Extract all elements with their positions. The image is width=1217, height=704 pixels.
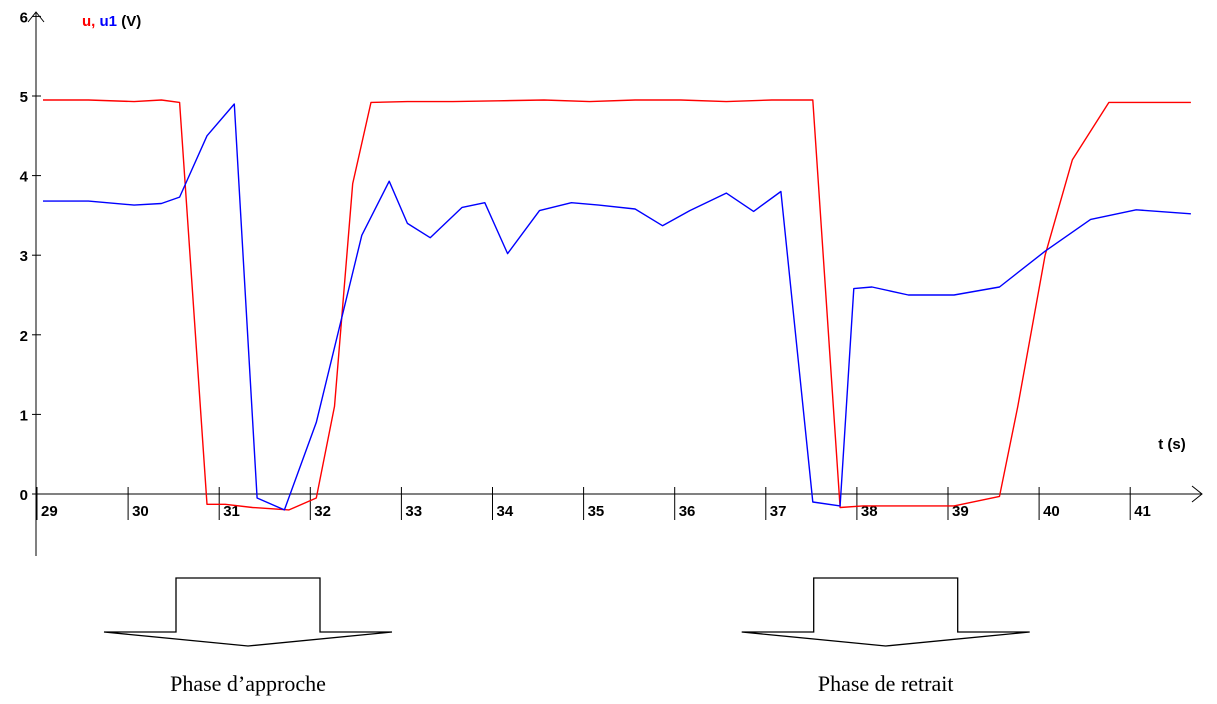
x-tick-label: 38: [861, 503, 878, 520]
series-line-u1: [43, 103, 1191, 511]
x-axis-label: t (s): [1158, 436, 1186, 453]
x-tick-label: 40: [1043, 503, 1060, 520]
x-tick-label: 35: [588, 503, 605, 520]
x-tick-label: 30: [132, 503, 149, 520]
y-tick-label: 1: [20, 407, 28, 424]
x-axis-arrow: [1191, 485, 1203, 503]
x-tick-label: 41: [1134, 503, 1151, 520]
x-tick-label: 33: [405, 503, 422, 520]
chart-ticks: [32, 15, 1131, 520]
y-tick-label: 0: [20, 487, 28, 504]
chart-axes: [27, 11, 1203, 556]
y-axis-label-part: ,: [91, 13, 99, 30]
y-axis-label-part: u1: [100, 13, 118, 30]
y-tick-label: 2: [20, 328, 28, 345]
y-axis-label-part: u: [82, 13, 91, 30]
series-line-u: [43, 99, 1191, 511]
phase-annotations: Phase d’approche Phase de retrait: [103, 577, 1030, 696]
x-tick-label: 39: [952, 503, 969, 520]
y-axis-label-part: (V): [117, 13, 141, 30]
y-tick-label: 4: [20, 169, 29, 186]
x-tick-label: 29: [41, 503, 58, 520]
y-tick-label: 6: [20, 9, 28, 26]
x-tick-label: 36: [679, 503, 696, 520]
phase-label: Phase d’approche: [170, 671, 326, 696]
x-tick-label: 31: [223, 503, 240, 520]
chart-series: [43, 99, 1191, 511]
x-tick-label: 37: [770, 503, 787, 520]
y-tick-label: 5: [20, 89, 28, 106]
y-axis-arrow: [27, 11, 45, 23]
phase-arrow: [741, 577, 1030, 647]
y-tick-label: 3: [20, 248, 28, 265]
x-tick-label: 32: [314, 503, 331, 520]
y-axis-label: u, u1 (V): [82, 13, 141, 30]
phase-arrow: [103, 577, 393, 647]
phase-label: Phase de retrait: [818, 671, 954, 696]
x-tick-label: 34: [497, 503, 514, 520]
